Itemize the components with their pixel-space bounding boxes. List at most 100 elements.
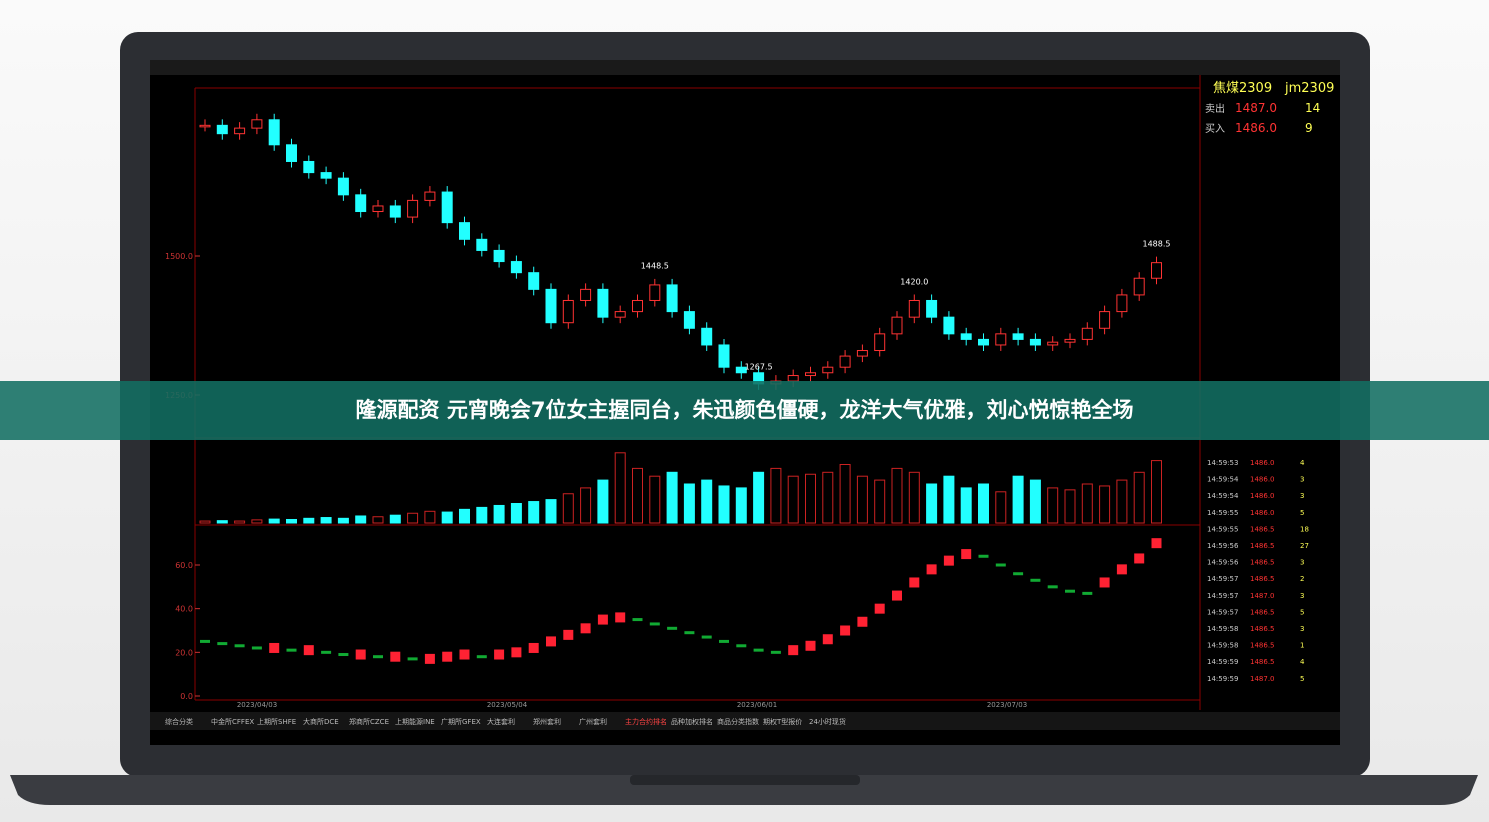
tab: 主力合约排名 xyxy=(625,717,667,726)
osc-mark xyxy=(840,625,851,636)
tick-price: 1486.5 xyxy=(1250,575,1275,583)
tick-qty: 3 xyxy=(1300,476,1304,484)
volume-bar xyxy=(614,452,626,524)
quote-price: 1486.0 xyxy=(1235,121,1277,135)
candle xyxy=(1029,338,1041,346)
price-label: 1448.5 xyxy=(641,262,669,271)
volume-bar xyxy=(805,473,816,524)
candle xyxy=(978,338,989,346)
osc-mark xyxy=(1030,578,1041,582)
tick-price: 1486.0 xyxy=(1250,476,1275,484)
tick-qty: 2 xyxy=(1300,575,1304,583)
volume-bar xyxy=(753,471,765,524)
tab: 综合分类 xyxy=(165,717,193,726)
volume-bar xyxy=(995,491,1007,524)
tab: 24小时现货 xyxy=(809,717,846,726)
candle xyxy=(216,124,228,135)
volume-bar xyxy=(891,467,903,524)
volume-bar xyxy=(528,501,540,524)
tick-price: 1487.0 xyxy=(1250,592,1275,600)
volume-bar xyxy=(943,475,955,524)
volume-bar xyxy=(493,504,505,524)
osc-mark xyxy=(373,655,383,659)
tick-time: 14:59:59 xyxy=(1207,658,1238,666)
candle xyxy=(683,311,695,329)
toolbar xyxy=(150,60,1340,75)
candle xyxy=(441,191,453,224)
tick-qty: 5 xyxy=(1300,675,1304,683)
osc-mark xyxy=(649,622,660,626)
volume-bar xyxy=(735,487,747,524)
osc-mark xyxy=(1082,591,1093,595)
base xyxy=(10,775,1478,805)
volume-bar xyxy=(389,514,401,524)
volume-bar xyxy=(856,475,868,524)
tab: 期权T型报价 xyxy=(763,717,802,726)
volume-bar xyxy=(545,499,557,524)
candle xyxy=(389,205,401,218)
candle xyxy=(303,160,315,174)
volume-bar xyxy=(632,467,643,524)
volume-bar xyxy=(510,503,522,524)
volume-bar xyxy=(787,475,799,524)
volume-bar xyxy=(372,516,384,524)
candle xyxy=(856,350,868,357)
candle xyxy=(199,124,211,128)
tick-time: 14:59:56 xyxy=(1207,542,1239,550)
tab: 广州套利 xyxy=(579,717,607,726)
candle xyxy=(320,172,332,179)
x-tick-label: 2023/04/03 xyxy=(237,701,277,709)
tick-qty: 3 xyxy=(1300,559,1304,567)
tick-price: 1486.5 xyxy=(1250,608,1275,616)
osc-mark xyxy=(407,657,418,661)
osc-mark xyxy=(788,645,799,656)
osc-mark xyxy=(770,650,781,654)
osc-mark xyxy=(926,564,937,575)
tick-qty: 3 xyxy=(1300,592,1304,600)
candle xyxy=(701,327,713,346)
candle xyxy=(597,288,609,318)
volume-bar xyxy=(597,479,609,524)
osc-mark xyxy=(1047,585,1058,589)
candle xyxy=(718,344,730,368)
osc-mark xyxy=(978,554,989,558)
y-tick-label: 60.0 xyxy=(175,561,193,570)
tick-time: 14:59:57 xyxy=(1207,608,1238,616)
quote-price: 1487.0 xyxy=(1235,101,1277,115)
tick-qty: 1 xyxy=(1300,642,1304,650)
volume-bar xyxy=(874,479,886,524)
volume-bar xyxy=(234,520,246,524)
volume-bar xyxy=(459,508,470,524)
candle xyxy=(1012,333,1024,340)
volume-bar xyxy=(337,517,349,524)
volume-bar xyxy=(926,483,938,524)
x-tick-label: 2023/05/04 xyxy=(487,701,528,709)
tab: 商品分类指数 xyxy=(717,717,759,726)
tick-qty: 5 xyxy=(1300,509,1304,517)
osc-mark xyxy=(1116,564,1127,575)
tab: 中金所CFFEX xyxy=(211,717,254,726)
tick-time: 14:59:57 xyxy=(1207,575,1238,583)
candle xyxy=(943,316,955,335)
osc-mark xyxy=(390,651,401,662)
candle xyxy=(1047,341,1059,346)
tick-qty: 5 xyxy=(1300,608,1304,616)
tick-price: 1486.5 xyxy=(1250,542,1275,550)
volume-bar xyxy=(580,487,592,524)
volume-bar xyxy=(683,483,695,524)
candle xyxy=(995,333,1007,346)
osc-mark xyxy=(286,648,297,652)
osc-mark xyxy=(217,642,228,646)
volume-bar xyxy=(1116,479,1128,524)
osc-mark xyxy=(805,640,816,651)
volume-bar xyxy=(718,485,730,524)
volume-bar xyxy=(1099,485,1111,524)
candle xyxy=(839,355,851,368)
candle xyxy=(614,311,626,318)
candle xyxy=(459,222,470,240)
osc-mark xyxy=(424,653,435,664)
tick-price: 1486.5 xyxy=(1250,642,1275,650)
volume-bar xyxy=(476,506,488,524)
tick-price: 1486.0 xyxy=(1250,492,1275,500)
osc-mark xyxy=(338,653,349,657)
